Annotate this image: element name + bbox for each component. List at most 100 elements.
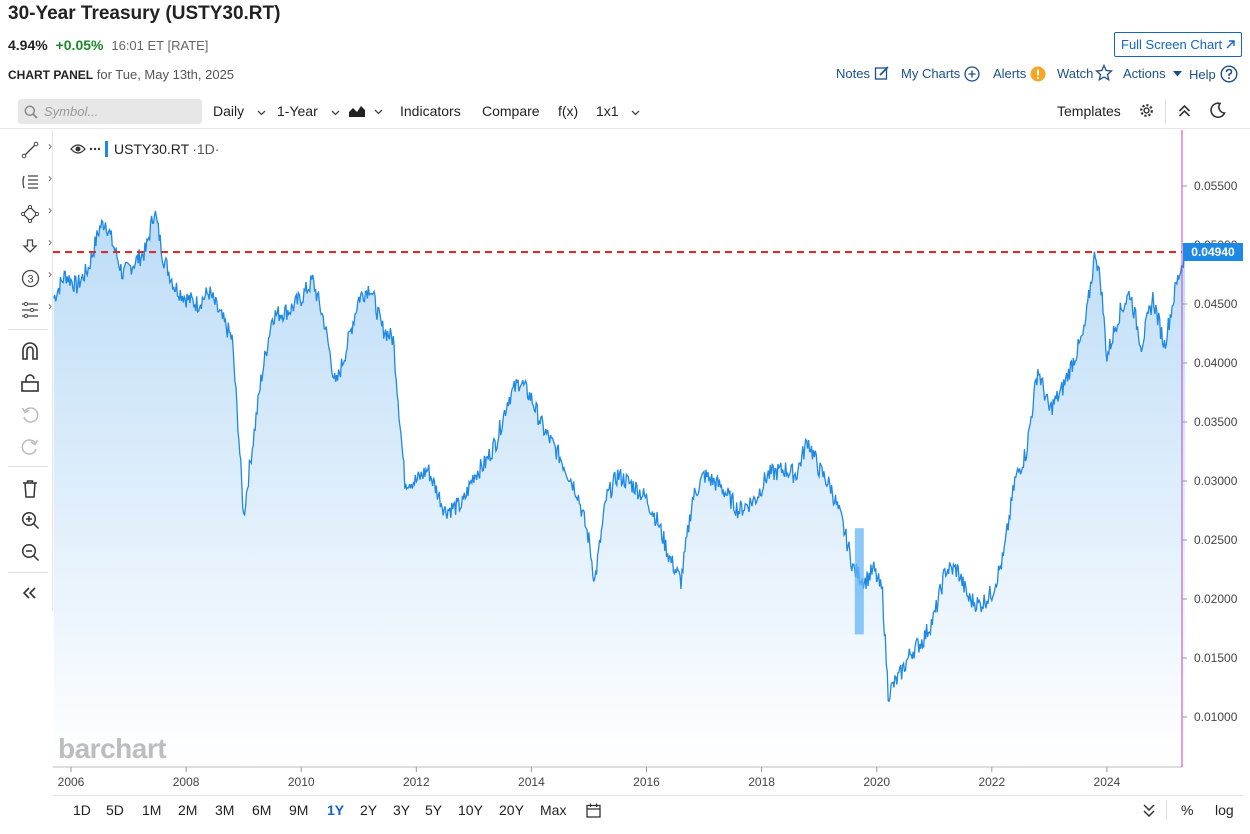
quote-time: 16:01 ET [RATE] bbox=[111, 38, 209, 53]
chart-toolbar: Symbol... Daily 1-Year Indicators Compar… bbox=[0, 93, 1250, 129]
series-color-swatch bbox=[105, 141, 108, 157]
x-axis: 2006 2008 2010 2012 2014 2016 2018 2020 2022 2024 bbox=[58, 767, 1121, 789]
actions-label: Actions bbox=[1123, 66, 1166, 81]
notes-link[interactable]: Notes bbox=[836, 66, 889, 81]
panel-date: for Tue, May 13th, 2025 bbox=[96, 67, 235, 82]
fx-button[interactable]: f(x) bbox=[558, 103, 579, 119]
range-3y[interactable]: 3Y bbox=[393, 802, 411, 818]
watch-link[interactable]: Watch bbox=[1057, 64, 1113, 82]
zoom-in-button[interactable] bbox=[18, 509, 42, 531]
last-price: 4.94% bbox=[8, 37, 48, 53]
calendar-icon[interactable] bbox=[586, 803, 601, 818]
magnet-tool[interactable] bbox=[18, 340, 42, 362]
actions-menu[interactable]: Actions bbox=[1123, 66, 1182, 81]
y-tick-label: 0.01500 bbox=[1194, 651, 1238, 665]
gear-icon[interactable] bbox=[1138, 102, 1155, 119]
my-charts-link[interactable]: My Charts bbox=[901, 66, 980, 82]
range-1m[interactable]: 1M bbox=[142, 802, 162, 818]
arrow-tool[interactable] bbox=[18, 235, 52, 257]
zoom-in-icon bbox=[21, 511, 39, 529]
range-5y[interactable]: 5Y bbox=[425, 802, 443, 818]
full-screen-label: Full Screen Chart bbox=[1121, 37, 1223, 52]
range-10y[interactable]: 10Y bbox=[458, 802, 483, 818]
range-2y[interactable]: 2Y bbox=[360, 802, 378, 818]
help-icon bbox=[1220, 65, 1238, 83]
fib-icon bbox=[22, 175, 38, 189]
open-external-icon bbox=[1226, 40, 1235, 49]
x-tick-label: 2016 bbox=[633, 775, 660, 789]
chevron-down-icon bbox=[374, 109, 383, 115]
range-dropdown[interactable]: 1-Year bbox=[277, 103, 340, 119]
delete-button[interactable] bbox=[18, 477, 42, 499]
watch-label: Watch bbox=[1057, 66, 1094, 81]
moon-icon[interactable] bbox=[1209, 102, 1226, 119]
range-5d[interactable]: 5D bbox=[106, 802, 124, 818]
lock-icon bbox=[21, 374, 39, 392]
double-chevron-down-icon[interactable] bbox=[1143, 804, 1155, 817]
zoom-out-icon bbox=[21, 543, 39, 561]
indicators-button[interactable]: Indicators bbox=[400, 103, 461, 119]
x-tick-label: 2020 bbox=[863, 775, 890, 789]
measure-tool[interactable] bbox=[18, 299, 52, 321]
event-marker[interactable] bbox=[854, 528, 864, 635]
range-bar: % log 1D 5D 1M 2M 3M 6M 9M 1Y 2Y 3Y 5Y 10Y 20Y Max bbox=[53, 795, 1243, 823]
range-1d[interactable]: 1D bbox=[73, 802, 91, 818]
undo-button[interactable] bbox=[18, 404, 42, 426]
x-tick-label: 2010 bbox=[288, 775, 315, 789]
series-legend: USTY30.RT ·1D· bbox=[70, 141, 219, 157]
fib-tool[interactable] bbox=[18, 171, 52, 193]
x-tick-label: 2022 bbox=[978, 775, 1005, 789]
percent-toggle[interactable]: % bbox=[1181, 802, 1194, 818]
chevron-down-icon bbox=[257, 110, 266, 116]
drawing-tools: 3 bbox=[0, 130, 53, 610]
my-charts-label: My Charts bbox=[901, 66, 961, 81]
collapse-tools-button[interactable] bbox=[18, 582, 42, 604]
alerts-link[interactable]: Alerts bbox=[993, 66, 1046, 82]
more-icon[interactable] bbox=[89, 146, 101, 152]
symbol-search-input[interactable]: Symbol... bbox=[18, 99, 202, 124]
log-toggle[interactable]: log bbox=[1215, 802, 1234, 818]
edit-icon bbox=[874, 66, 889, 80]
range-6m[interactable]: 6M bbox=[252, 802, 272, 818]
range-max[interactable]: Max bbox=[540, 802, 567, 818]
range-3m[interactable]: 3M bbox=[215, 802, 235, 818]
interval-dropdown[interactable]: Daily bbox=[213, 103, 266, 119]
range-9m[interactable]: 9M bbox=[289, 802, 309, 818]
eye-icon[interactable] bbox=[70, 143, 86, 155]
zoom-out-button[interactable] bbox=[18, 541, 42, 563]
range-1y[interactable]: 1Y bbox=[327, 802, 345, 818]
chart-panel-label: CHART PANEL for Tue, May 13th, 2025 bbox=[8, 67, 234, 82]
series-interval: ·1D· bbox=[192, 141, 220, 157]
layout-label: 1x1 bbox=[596, 103, 619, 119]
x-tick-label: 2018 bbox=[748, 775, 775, 789]
page-title: 30-Year Treasury (USTY30.RT) bbox=[8, 3, 281, 24]
series-line bbox=[53, 210, 1186, 702]
range-2m[interactable]: 2M bbox=[178, 802, 198, 818]
full-screen-chart-button[interactable]: Full Screen Chart bbox=[1114, 32, 1242, 57]
help-label: Help bbox=[1189, 67, 1216, 82]
y-tick-label: 0.05500 bbox=[1194, 179, 1238, 193]
double-chevron-left-icon bbox=[23, 587, 36, 599]
search-placeholder: Symbol... bbox=[44, 104, 99, 119]
undo-icon bbox=[21, 407, 39, 423]
y-tick-label: 0.03500 bbox=[1194, 415, 1238, 429]
x-tick-label: 2008 bbox=[173, 775, 200, 789]
series-area bbox=[53, 210, 1186, 766]
trend-line-icon bbox=[21, 141, 39, 159]
help-link[interactable]: Help bbox=[1189, 65, 1238, 83]
collapse-up-icon[interactable] bbox=[1178, 104, 1191, 118]
range-20y[interactable]: 20Y bbox=[499, 802, 524, 818]
shape-tool[interactable] bbox=[18, 203, 52, 225]
lock-tool[interactable] bbox=[18, 372, 42, 394]
chart-type-dropdown[interactable] bbox=[349, 104, 383, 120]
compare-button[interactable]: Compare bbox=[482, 103, 540, 119]
trend-line-tool[interactable] bbox=[18, 139, 52, 161]
layout-dropdown[interactable]: 1x1 bbox=[596, 103, 640, 119]
arrow-down-icon bbox=[22, 239, 38, 253]
current-price-tag: 0.04940 bbox=[1183, 243, 1243, 262]
count-tool[interactable]: 3 bbox=[18, 267, 52, 289]
redo-button[interactable] bbox=[18, 436, 42, 458]
interval-label: Daily bbox=[213, 103, 245, 119]
templates-button[interactable]: Templates bbox=[1057, 103, 1121, 119]
